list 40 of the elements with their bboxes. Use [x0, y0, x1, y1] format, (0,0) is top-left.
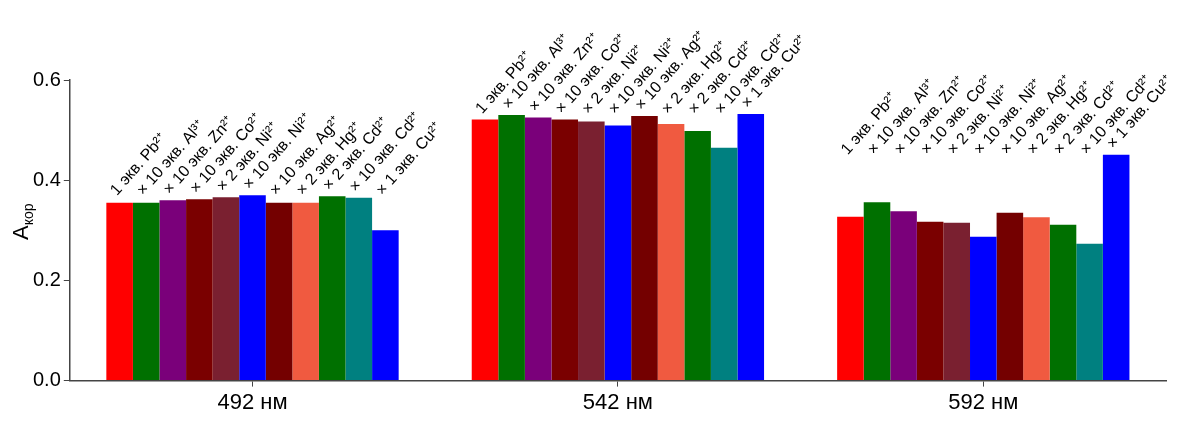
bar — [684, 131, 711, 381]
bar — [524, 117, 552, 381]
bar — [292, 202, 319, 381]
bar — [1076, 243, 1103, 381]
bar — [471, 119, 499, 381]
bar — [212, 197, 240, 381]
bar — [916, 221, 944, 381]
bar — [186, 199, 213, 381]
bar — [737, 114, 765, 381]
bar — [159, 200, 187, 381]
bar — [265, 202, 293, 381]
bar — [863, 202, 891, 381]
bar — [970, 236, 997, 381]
x-tick-label: 592 нм — [948, 388, 1019, 414]
bar — [710, 147, 738, 381]
bar — [578, 121, 605, 381]
x-tick-label: 542 нм — [582, 388, 653, 414]
y-tick-label: 0.0 — [32, 368, 61, 391]
bar — [837, 216, 864, 381]
bar — [106, 202, 133, 381]
bar — [943, 222, 971, 381]
bar — [996, 212, 1024, 381]
bar — [132, 202, 160, 381]
bar — [657, 124, 685, 381]
bar — [372, 230, 399, 381]
bar — [1102, 154, 1130, 381]
bar — [1023, 217, 1050, 381]
bar — [345, 197, 373, 381]
bar — [1049, 224, 1077, 381]
y-tick-label: 0.4 — [32, 167, 61, 190]
bar — [239, 195, 266, 381]
x-tick-label: 492 нм — [217, 388, 288, 414]
bar — [318, 196, 346, 381]
bar — [604, 125, 632, 381]
bar — [890, 211, 917, 381]
y-tick-label: 0.6 — [32, 67, 61, 90]
bar — [631, 116, 658, 381]
bar — [551, 119, 579, 381]
bar — [498, 115, 525, 381]
y-tick-label: 0.2 — [32, 267, 61, 290]
